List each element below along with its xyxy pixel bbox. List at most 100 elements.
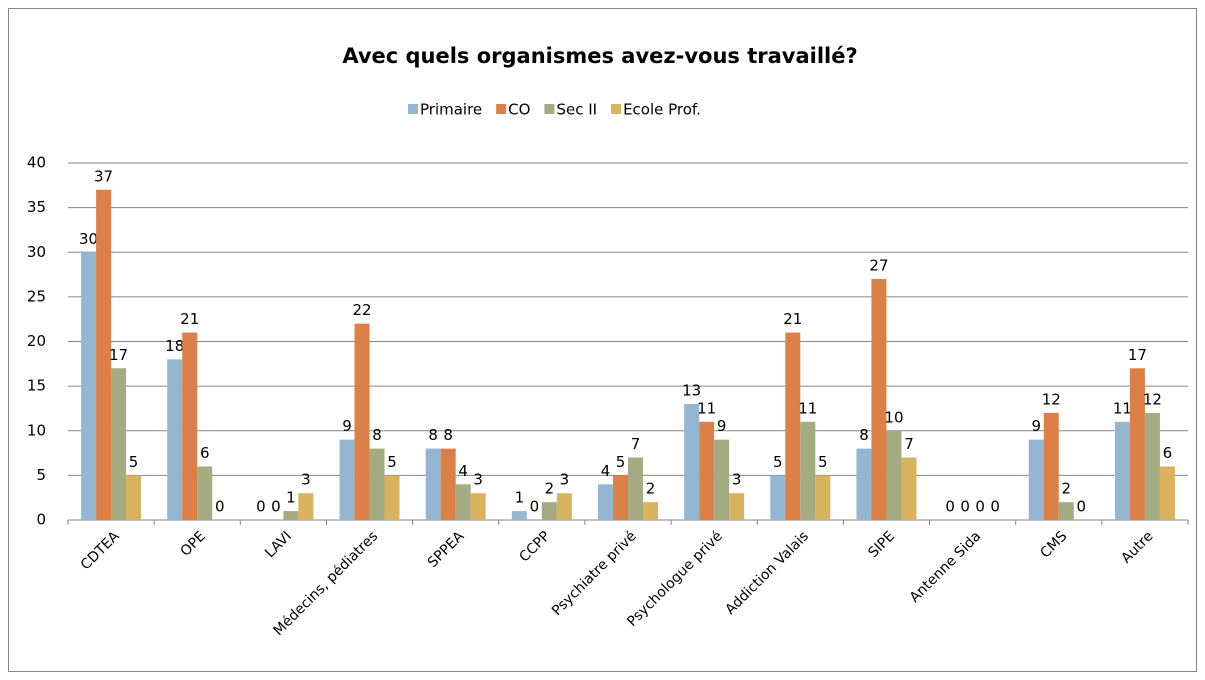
data-label: 4 <box>601 462 611 480</box>
bar <box>541 502 557 520</box>
bar <box>901 457 917 520</box>
data-label: 1 <box>515 489 525 507</box>
legend-swatch <box>544 104 555 114</box>
data-label: 8 <box>859 426 869 444</box>
bar <box>339 439 355 520</box>
chart-frame <box>8 8 1197 672</box>
legend-swatch <box>611 104 622 114</box>
bar <box>455 484 471 520</box>
data-label: 18 <box>165 337 184 355</box>
data-label: 22 <box>352 301 371 319</box>
data-label: 0 <box>975 498 985 516</box>
data-label: 7 <box>904 435 914 453</box>
data-label: 27 <box>869 257 888 275</box>
data-label: 17 <box>1128 346 1147 364</box>
data-label: 9 <box>342 417 352 435</box>
data-label: 0 <box>215 498 225 516</box>
bar <box>815 475 831 520</box>
legend-label: Primaire <box>420 101 482 119</box>
data-label: 10 <box>884 408 903 426</box>
data-label: 5 <box>773 453 783 471</box>
bar <box>714 439 730 520</box>
data-label: 12 <box>1042 390 1061 408</box>
data-label: 2 <box>545 480 555 498</box>
y-tick-label: 30 <box>27 243 46 261</box>
legend-swatch <box>408 104 418 114</box>
bar <box>1129 368 1145 520</box>
data-label: 1 <box>286 489 296 507</box>
bar <box>197 466 213 520</box>
bar <box>182 332 198 520</box>
data-label: 11 <box>697 399 716 417</box>
legend-label: Sec II <box>556 101 597 119</box>
data-label: 3 <box>560 471 570 489</box>
data-label: 21 <box>783 310 802 328</box>
data-label: 9 <box>717 417 727 435</box>
bar <box>283 511 299 520</box>
data-label: 37 <box>94 167 113 185</box>
y-tick-label: 35 <box>27 198 46 216</box>
bar <box>556 493 572 520</box>
y-tick-label: 40 <box>27 154 46 172</box>
data-label: 30 <box>79 230 98 248</box>
data-label: 9 <box>1031 417 1041 435</box>
bar <box>1114 421 1130 520</box>
data-label: 17 <box>109 346 128 364</box>
data-label: 0 <box>945 498 955 516</box>
bar <box>298 493 314 520</box>
bar <box>598 484 613 520</box>
data-label: 5 <box>616 453 626 471</box>
bar <box>1058 502 1074 520</box>
bar <box>111 368 127 520</box>
data-label: 3 <box>473 471 483 489</box>
data-label: 8 <box>372 426 382 444</box>
chart-title: Avec quels organismes avez-vous travaill… <box>342 44 857 68</box>
data-label: 0 <box>256 498 266 516</box>
bar <box>856 448 872 520</box>
bar <box>785 332 801 520</box>
bar <box>354 323 370 520</box>
bar <box>643 502 658 520</box>
data-label: 11 <box>1113 399 1132 417</box>
bar <box>126 475 142 520</box>
data-label: 4 <box>458 462 468 480</box>
legend-label: CO <box>508 101 530 119</box>
legend-label: Ecole Prof. <box>623 101 701 119</box>
data-label: 3 <box>301 471 311 489</box>
legend-swatch <box>496 104 507 114</box>
bar <box>871 279 887 520</box>
data-label: 5 <box>387 453 397 471</box>
bar <box>369 448 385 520</box>
data-label: 21 <box>180 310 199 328</box>
bar <box>628 457 643 520</box>
bar <box>729 493 745 520</box>
y-tick-label: 0 <box>36 511 46 529</box>
bar <box>81 252 97 520</box>
data-label: 7 <box>631 435 641 453</box>
data-label: 6 <box>1163 444 1173 462</box>
y-tick-label: 10 <box>27 421 46 439</box>
bar <box>1043 412 1059 520</box>
bar <box>770 475 786 520</box>
data-label: 5 <box>129 453 139 471</box>
data-label: 11 <box>798 399 817 417</box>
bar <box>1028 439 1044 520</box>
y-tick-label: 15 <box>27 377 46 395</box>
data-label: 0 <box>1076 498 1086 516</box>
data-label: 3 <box>732 471 742 489</box>
data-label: 5 <box>818 453 828 471</box>
data-label: 2 <box>1061 480 1071 498</box>
data-label: 8 <box>428 426 438 444</box>
y-tick-label: 5 <box>36 466 46 484</box>
bar <box>684 403 700 520</box>
bar <box>1144 412 1160 520</box>
bar <box>425 448 441 520</box>
data-label: 0 <box>960 498 970 516</box>
data-label: 2 <box>646 480 656 498</box>
data-label: 12 <box>1143 390 1162 408</box>
bar <box>699 421 715 520</box>
data-label: 0 <box>271 498 281 516</box>
data-label: 13 <box>682 381 701 399</box>
bar <box>167 359 183 520</box>
